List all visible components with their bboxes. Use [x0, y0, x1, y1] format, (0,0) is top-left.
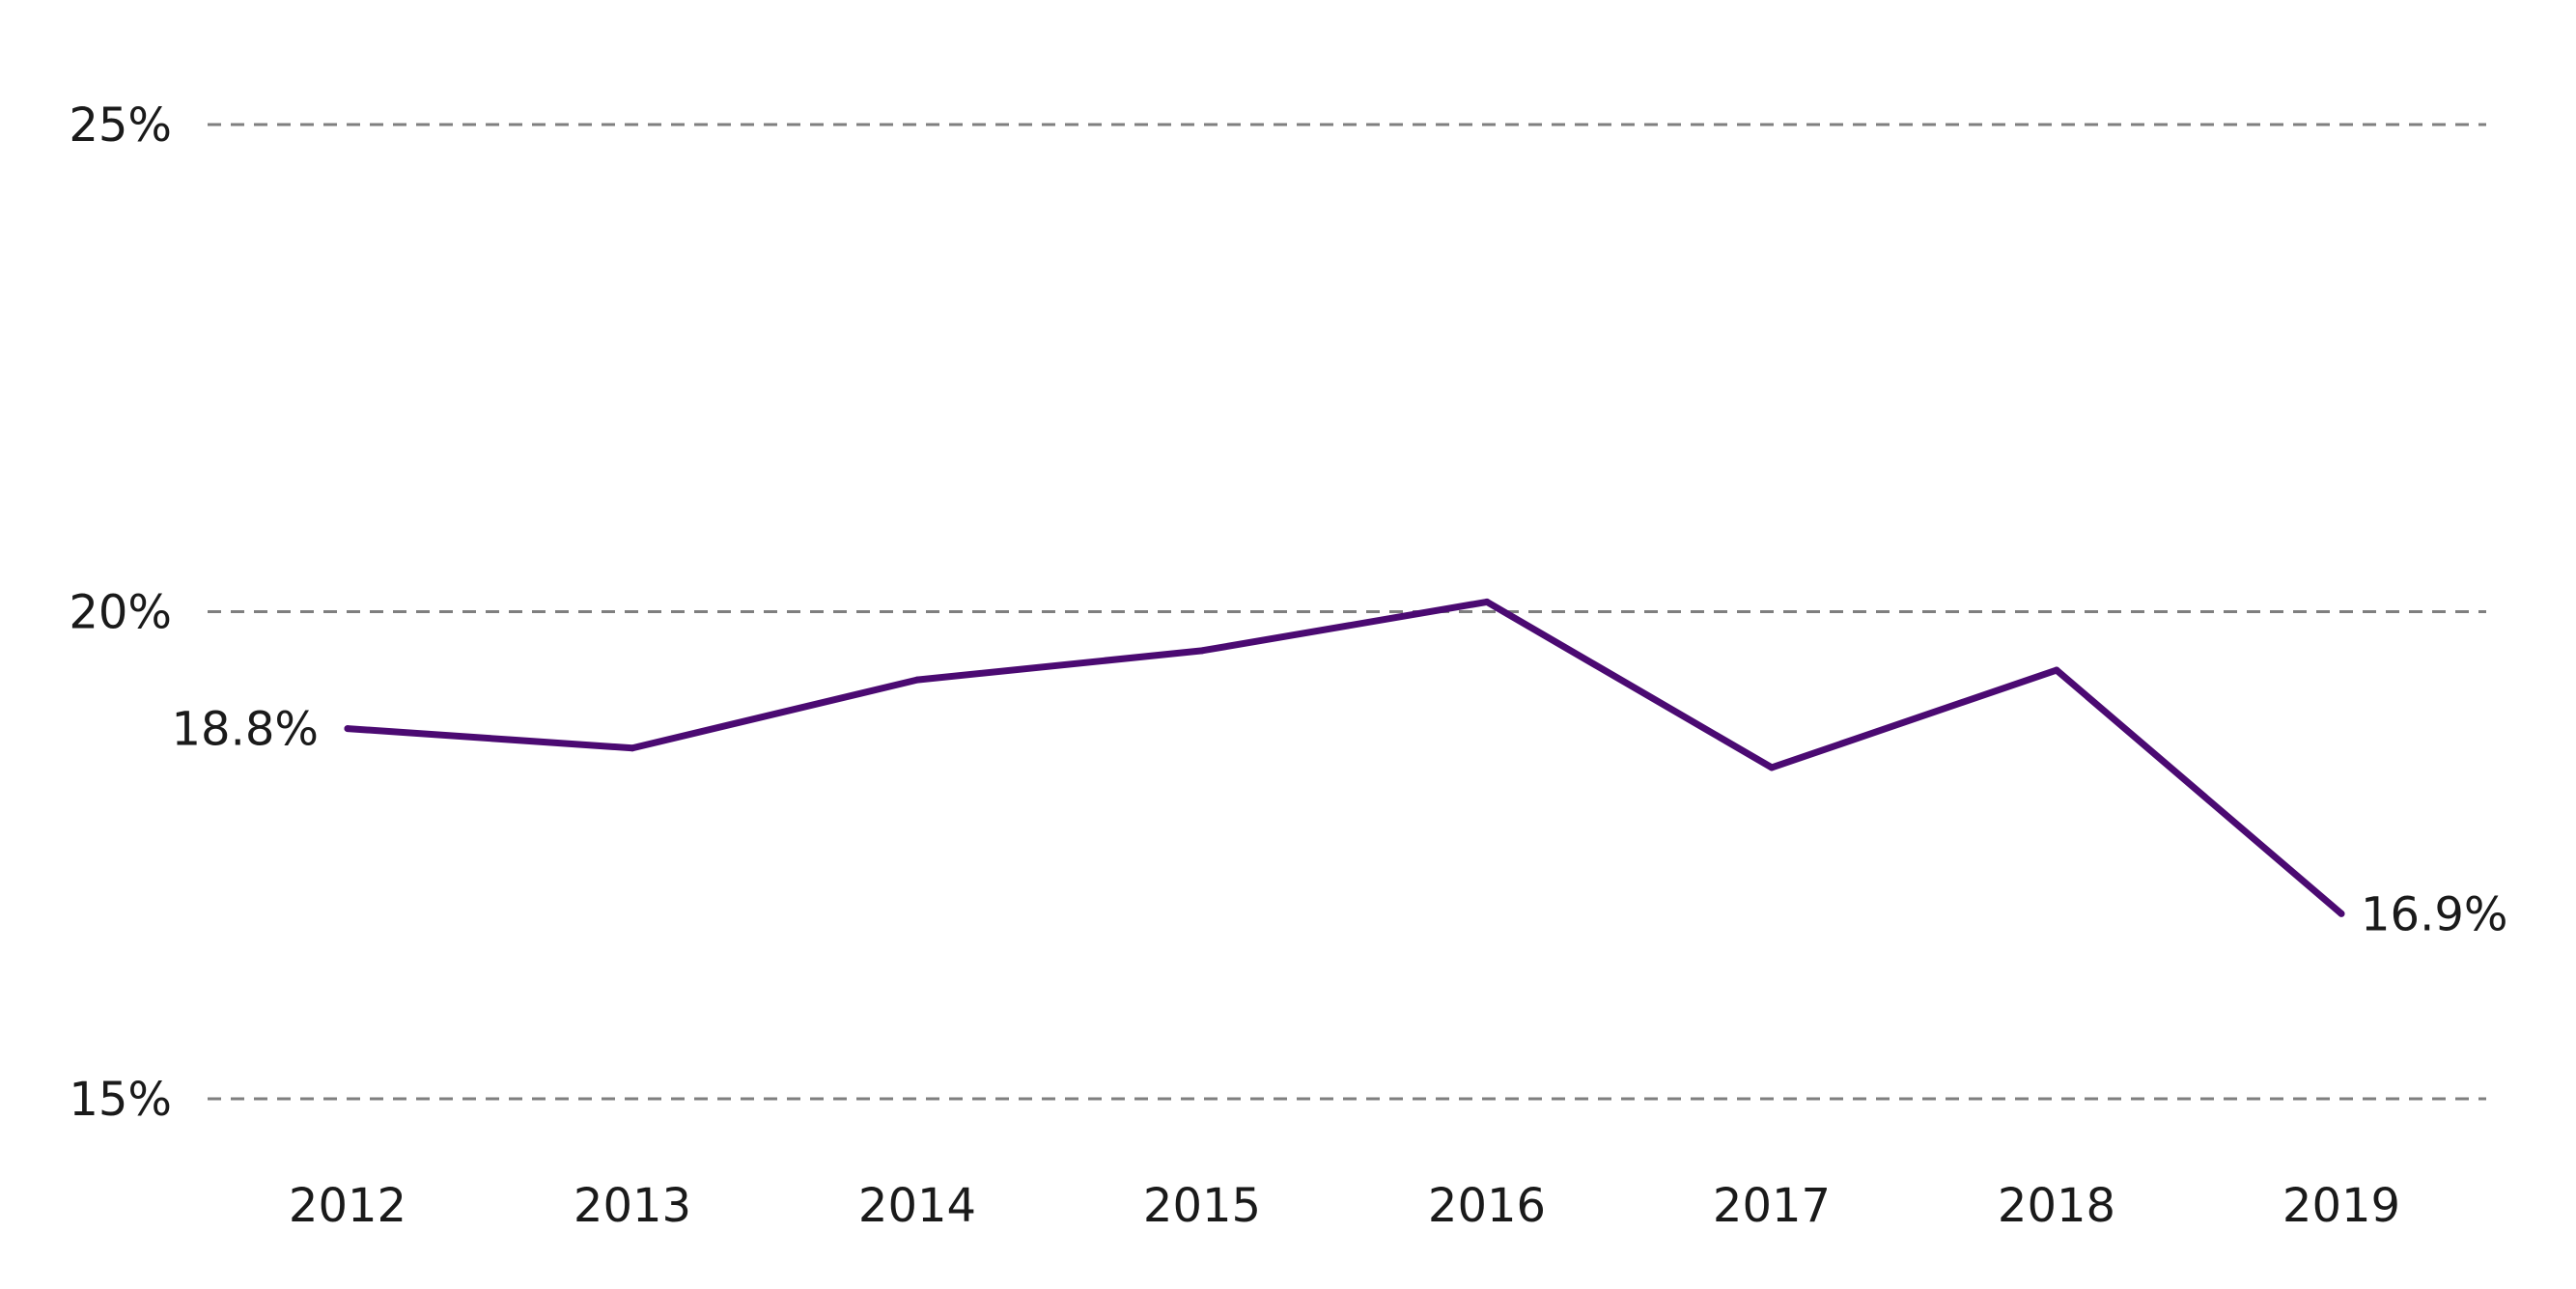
data-point — [629, 744, 636, 752]
data-label: 18.8% — [172, 703, 319, 757]
x-tick-label: 2018 — [1998, 1179, 2115, 1233]
y-tick-label: 20% — [69, 586, 172, 640]
x-axis-tick-labels: 2012 2013 2014 2015 2016 2017 2018 2019 — [289, 1179, 2400, 1233]
series-layer — [344, 598, 2345, 917]
x-tick-label: 2012 — [289, 1179, 406, 1233]
data-point — [1483, 598, 1491, 605]
x-tick-label: 2019 — [2282, 1179, 2400, 1233]
data-labels: 18.8% 16.9% — [172, 703, 2508, 942]
x-tick-label: 2017 — [1713, 1179, 1831, 1233]
data-point — [2053, 666, 2060, 674]
y-axis-tick-labels: 15% 20% 25% — [69, 98, 172, 1127]
x-tick-label: 2016 — [1428, 1179, 1546, 1233]
data-point — [913, 676, 921, 684]
y-tick-label: 25% — [69, 98, 172, 153]
data-point — [344, 725, 351, 733]
data-point — [2338, 910, 2345, 917]
series-line — [344, 598, 2345, 917]
data-point — [1198, 647, 1206, 655]
y-tick-label: 15% — [69, 1073, 172, 1127]
gridlines — [208, 123, 2486, 1101]
data-label: 16.9% — [2361, 887, 2507, 941]
x-tick-label: 2014 — [858, 1179, 976, 1233]
data-point — [1768, 764, 1776, 771]
x-tick-label: 2015 — [1143, 1179, 1261, 1233]
x-tick-label: 2013 — [574, 1179, 691, 1233]
